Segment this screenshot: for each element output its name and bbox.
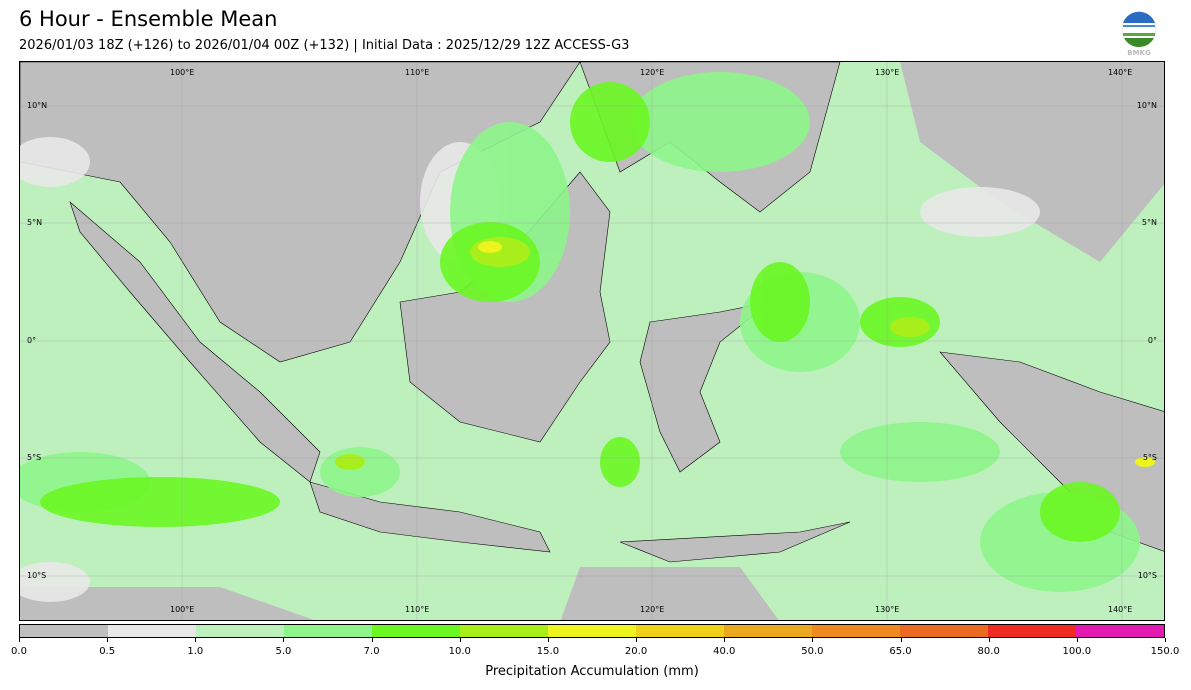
chart-title: 6 Hour - Ensemble Mean	[19, 7, 278, 31]
colorbar-swatch	[196, 625, 284, 637]
colorbar-tick-label: 40.0	[713, 646, 736, 657]
java	[309, 481, 551, 553]
colorbar-swatch	[548, 625, 636, 637]
colorbar-tick-mark	[988, 638, 990, 642]
colorbar-tick-mark	[900, 638, 902, 642]
lat-label-left: 5°N	[27, 218, 43, 227]
lat-label-left: 10°N	[27, 101, 48, 110]
lat-label-right: 5°S	[1142, 453, 1157, 462]
colorbar-tick-label: 150.0	[1150, 646, 1180, 657]
colorbar-tick-mark	[636, 638, 638, 642]
colorbar-tick-mark	[1076, 638, 1078, 642]
dry-region-pacific	[900, 62, 1164, 262]
colorbar-swatch	[724, 625, 812, 637]
colorbar-tick-mark	[1165, 638, 1166, 642]
colorbar-tick-label: 0.5	[99, 646, 116, 657]
colorbar-tick-mark	[812, 638, 814, 642]
lat-label-left: 10°S	[27, 571, 47, 580]
colorbar-swatch	[284, 625, 372, 637]
lon-label-bottom: 120°E	[640, 605, 665, 614]
colorbar-tick-label: 7.0	[363, 646, 380, 657]
lon-label-bottom: 130°E	[875, 605, 900, 614]
lon-label-bottom: 110°E	[405, 605, 430, 614]
colorbar	[19, 624, 1165, 638]
colorbar-swatch	[20, 625, 108, 637]
colorbar-swatch	[636, 625, 724, 637]
colorbar-swatch	[812, 625, 900, 637]
lon-label-top: 100°E	[170, 68, 195, 77]
colorbar-tick-mark	[371, 638, 373, 642]
colorbar-tick-label: 5.0	[275, 646, 292, 657]
colorbar-tick-label: 50.0	[801, 646, 824, 657]
lat-label-right: 5°N	[1141, 218, 1157, 227]
lat-label-right: 10°S	[1137, 571, 1157, 580]
colorbar-swatch	[988, 625, 1076, 637]
colorbar-tick-label: 15.0	[536, 646, 560, 657]
lat-label-left: 5°S	[27, 453, 42, 462]
colorbar-swatch	[1076, 625, 1164, 637]
svg-text:BMKG: BMKG	[1127, 49, 1151, 57]
lon-label-top: 120°E	[640, 68, 665, 77]
colorbar-swatch	[372, 625, 460, 637]
colorbar-tick-label: 80.0	[977, 646, 1000, 657]
colorbar-tick-mark	[547, 638, 549, 642]
colorbar-tick-label: 0.0	[11, 646, 27, 657]
lon-label-top: 140°E	[1108, 68, 1133, 77]
colorbar-tick-mark	[195, 638, 197, 642]
lon-label-top: 110°E	[405, 68, 430, 77]
chart-subtitle: 2026/01/03 18Z (+126) to 2026/01/04 00Z …	[19, 38, 630, 53]
colorbar-tick-mark	[19, 638, 20, 642]
colorbar-tick-label: 20.0	[624, 646, 648, 657]
precipitation-map: 100°E 110°E 120°E 130°E 140°E 100°E 110°…	[19, 61, 1165, 621]
colorbar-tick-mark	[459, 638, 461, 642]
lon-label-bottom: 140°E	[1108, 605, 1133, 614]
lat-label-right: 10°N	[1136, 101, 1157, 110]
lat-label-right: 0°	[1147, 336, 1157, 345]
colorbar-tick-label: 10.0	[448, 646, 471, 657]
colorbar-tick-mark	[283, 638, 285, 642]
colorbar-tick-mark	[107, 638, 109, 642]
colorbar-swatch	[900, 625, 988, 637]
dry-region-indochina	[20, 62, 581, 363]
dry-region-southwest	[20, 587, 315, 620]
lat-label-left: 0°	[27, 336, 37, 345]
colorbar-swatch	[460, 625, 548, 637]
lon-label-top: 130°E	[875, 68, 900, 77]
colorbar-label: Precipitation Accumulation (mm)	[485, 664, 699, 679]
colorbar-tick-label: 100.0	[1062, 646, 1092, 657]
lon-label-bottom: 100°E	[170, 605, 195, 614]
colorbar-tick-label: 65.0	[889, 646, 912, 657]
colorbar-tick-label: 1.0	[187, 646, 204, 657]
colorbar-swatch	[108, 625, 196, 637]
bmkg-logo: BMKG	[1120, 11, 1158, 57]
lesser-sunda	[619, 521, 851, 563]
colorbar-tick-mark	[724, 638, 726, 642]
dry-region-australia	[560, 567, 779, 620]
